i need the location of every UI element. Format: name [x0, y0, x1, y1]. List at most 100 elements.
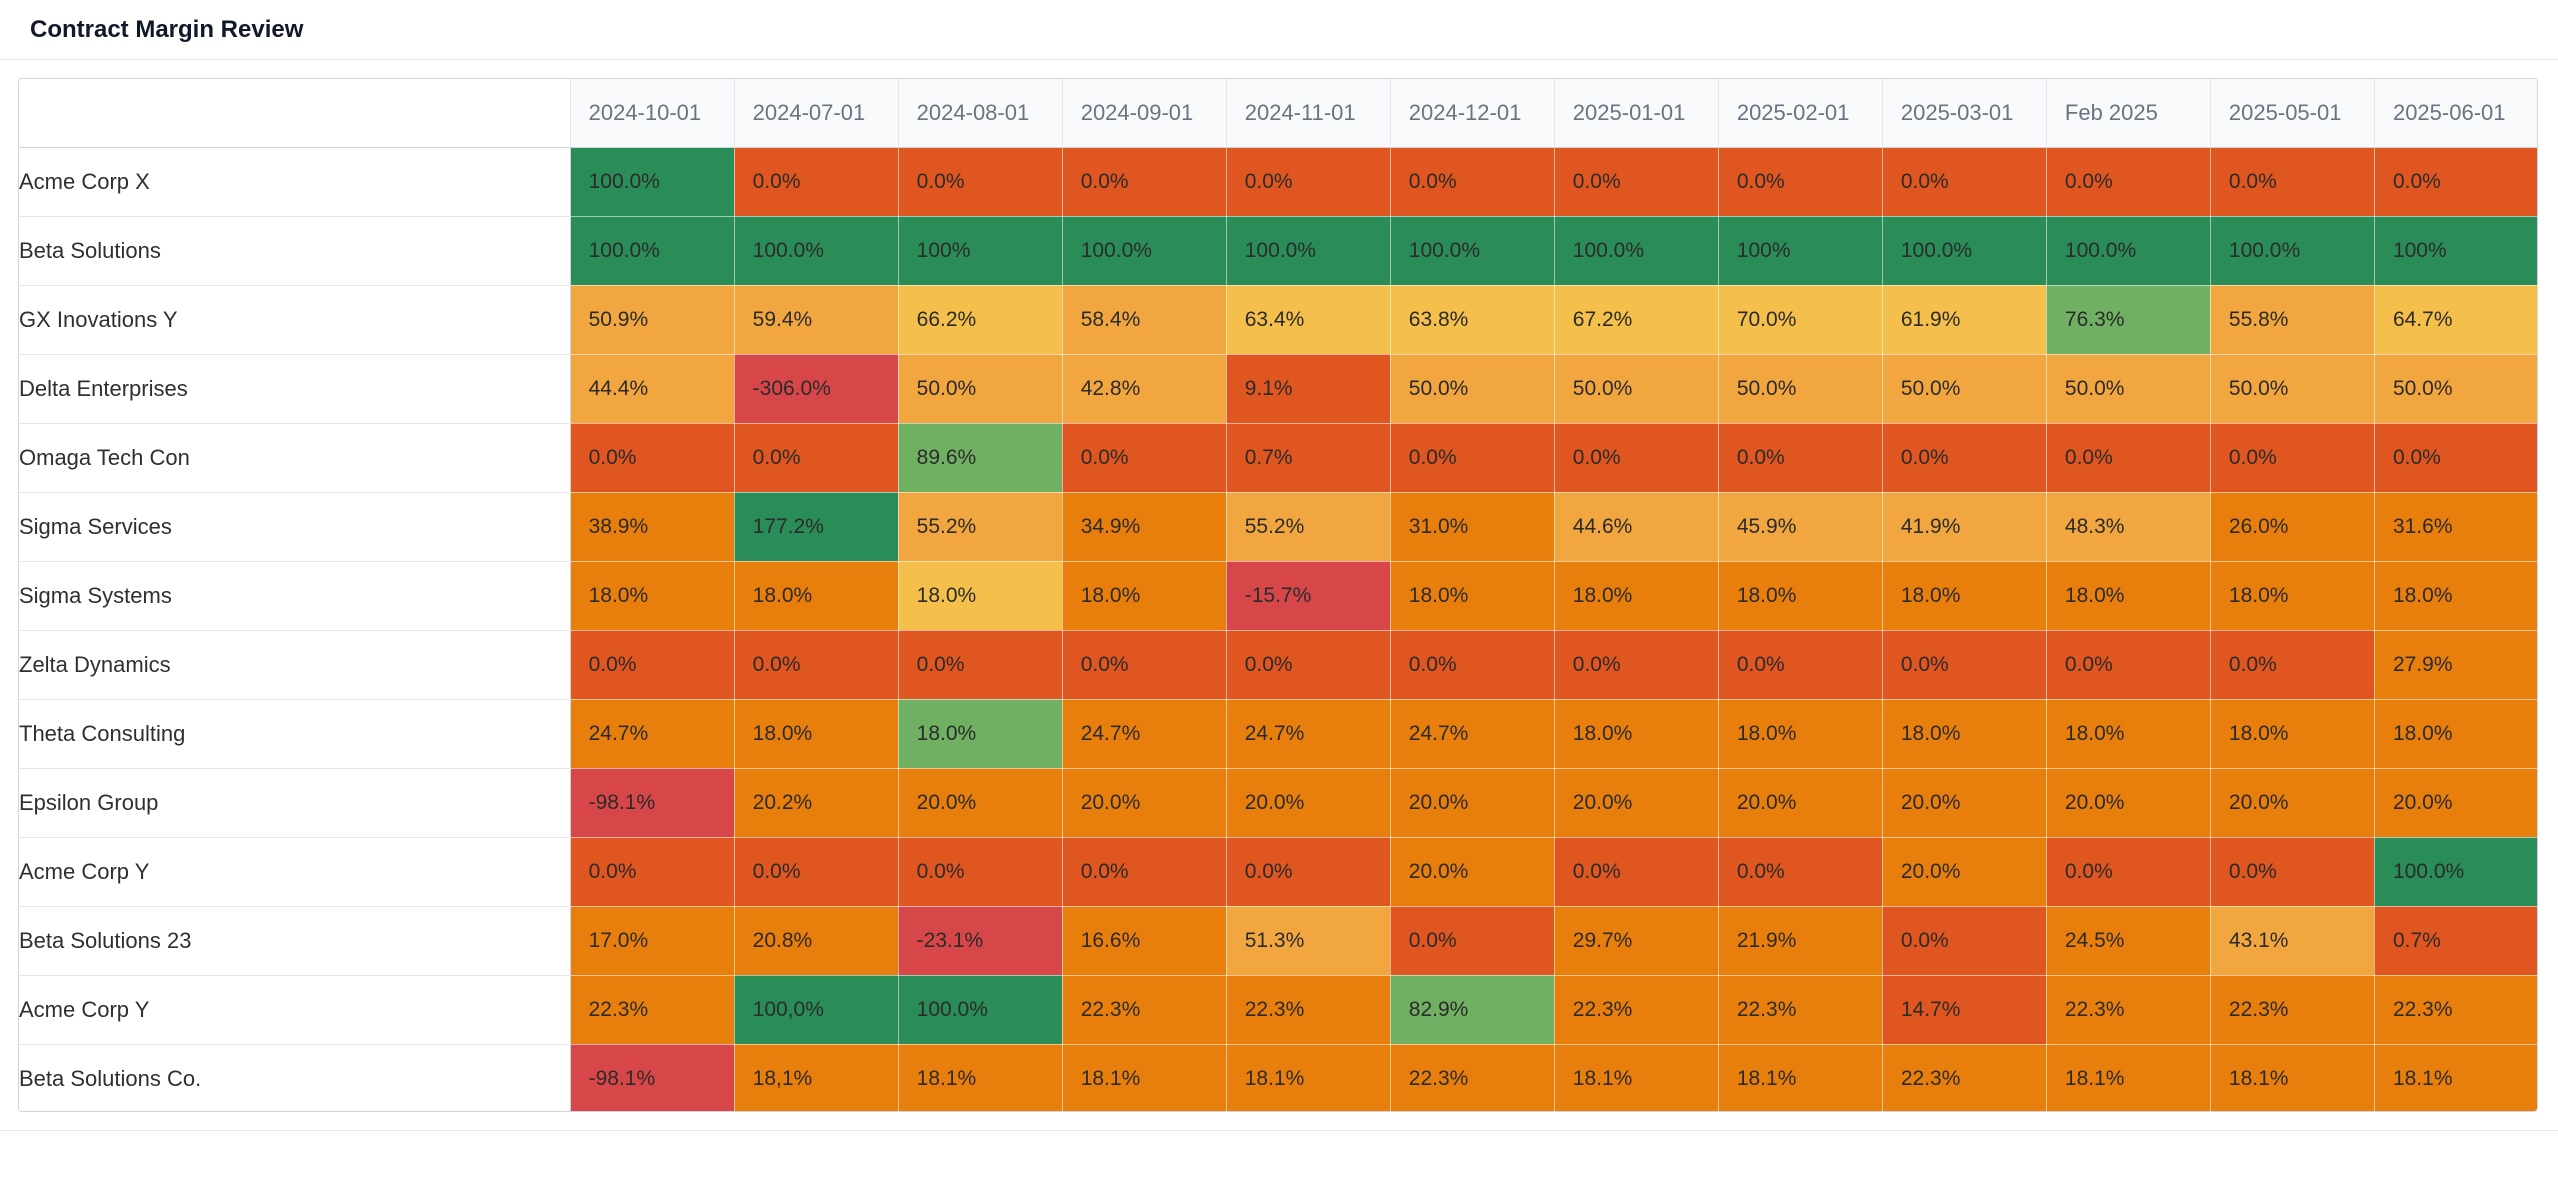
heat-cell[interactable]: 0.0% [734, 837, 899, 907]
heat-cell[interactable]: 50.0% [1390, 354, 1555, 424]
heat-cell[interactable]: 0.0% [1390, 423, 1555, 493]
heat-cell[interactable]: 20.0% [1554, 768, 1719, 838]
heat-cell[interactable]: 0.0% [1390, 906, 1555, 976]
heat-cell[interactable]: 22.3% [1390, 1044, 1555, 1111]
heat-cell[interactable]: 42.8% [1062, 354, 1227, 424]
heat-cell[interactable]: 100% [898, 216, 1063, 286]
heat-cell[interactable]: 18.0% [898, 699, 1063, 769]
heat-cell[interactable]: 20.0% [2210, 768, 2375, 838]
heat-cell[interactable]: 0.0% [570, 423, 735, 493]
heat-cell[interactable]: 0.0% [1718, 423, 1883, 493]
heat-cell[interactable]: 0.0% [734, 423, 899, 493]
heat-cell[interactable]: 0.0% [898, 147, 1063, 217]
heat-cell[interactable]: 0.0% [2210, 423, 2375, 493]
heat-cell[interactable]: 50.0% [2210, 354, 2375, 424]
heat-cell[interactable]: 100% [2374, 216, 2537, 286]
heat-cell[interactable]: -15.7% [1226, 561, 1391, 631]
heat-cell[interactable]: 50.9% [570, 285, 735, 355]
heat-cell[interactable]: 18.0% [1882, 561, 2047, 631]
heat-cell[interactable]: 22.3% [2046, 975, 2211, 1045]
heat-cell[interactable]: 20.0% [1226, 768, 1391, 838]
heat-cell[interactable]: 50.0% [898, 354, 1063, 424]
heat-cell[interactable]: 21.9% [1718, 906, 1883, 976]
column-header[interactable]: 2024-10-01 [570, 79, 735, 148]
heat-cell[interactable]: 18.1% [1226, 1044, 1391, 1111]
column-header[interactable]: 2025-02-01 [1718, 79, 1883, 148]
heat-cell[interactable]: 0.0% [570, 837, 735, 907]
heat-cell[interactable]: 18.1% [898, 1044, 1063, 1111]
heat-cell[interactable]: 100.0% [570, 147, 735, 217]
heat-cell[interactable]: 0.0% [1226, 147, 1391, 217]
heat-cell[interactable]: 31.0% [1390, 492, 1555, 562]
heat-cell[interactable]: 0.0% [1062, 147, 1227, 217]
heat-cell[interactable]: 67.2% [1554, 285, 1719, 355]
heat-cell[interactable]: 100.0% [1062, 216, 1227, 286]
heat-cell[interactable]: 61.9% [1882, 285, 2047, 355]
heat-cell[interactable]: -98.1% [570, 768, 735, 838]
heat-cell[interactable]: 26.0% [2210, 492, 2375, 562]
heat-cell[interactable]: 22.3% [1554, 975, 1719, 1045]
heat-cell[interactable]: 66.2% [898, 285, 1063, 355]
heat-cell[interactable]: 0.0% [1718, 837, 1883, 907]
heat-cell[interactable]: 16.6% [1062, 906, 1227, 976]
heat-cell[interactable]: 0.0% [2046, 837, 2211, 907]
heat-cell[interactable]: 0.0% [734, 630, 899, 700]
heat-cell[interactable]: 0.0% [1390, 630, 1555, 700]
heat-cell[interactable]: 18.0% [734, 699, 899, 769]
heat-cell[interactable]: 24.5% [2046, 906, 2211, 976]
heat-cell[interactable]: 34.9% [1062, 492, 1227, 562]
heat-cell[interactable]: 38.9% [570, 492, 735, 562]
heat-cell[interactable]: 0.0% [2210, 837, 2375, 907]
heat-cell[interactable]: 18.0% [1554, 699, 1719, 769]
heat-cell[interactable]: 22.3% [570, 975, 735, 1045]
heat-cell[interactable]: 0.7% [2374, 906, 2537, 976]
heat-cell[interactable]: 0.0% [1062, 423, 1227, 493]
heat-cell[interactable]: 0.0% [734, 147, 899, 217]
heat-cell[interactable]: 100.0% [1554, 216, 1719, 286]
heat-cell[interactable]: 0.0% [2046, 630, 2211, 700]
heat-cell[interactable]: 43.1% [2210, 906, 2375, 976]
heat-cell[interactable]: 20.0% [2374, 768, 2537, 838]
heat-cell[interactable]: 82.9% [1390, 975, 1555, 1045]
heat-cell[interactable]: 20.0% [1390, 768, 1555, 838]
heat-cell[interactable]: 0.0% [1554, 147, 1719, 217]
heat-cell[interactable]: 24.7% [570, 699, 735, 769]
heat-cell[interactable]: 100.0% [1882, 216, 2047, 286]
column-header[interactable]: 2025-03-01 [1882, 79, 2047, 148]
heat-cell[interactable]: 48.3% [2046, 492, 2211, 562]
heat-cell[interactable]: 0.0% [1882, 423, 2047, 493]
heat-cell[interactable]: 14.7% [1882, 975, 2047, 1045]
heat-cell[interactable]: 18.0% [898, 561, 1063, 631]
heat-cell[interactable]: 70.0% [1718, 285, 1883, 355]
heat-cell[interactable]: 55.8% [2210, 285, 2375, 355]
heat-cell[interactable]: 22.3% [1062, 975, 1227, 1045]
heat-cell[interactable]: 0.0% [1226, 630, 1391, 700]
heat-cell[interactable]: 20.0% [1390, 837, 1555, 907]
heat-cell[interactable]: 0.0% [1390, 147, 1555, 217]
heat-cell[interactable]: 17.0% [570, 906, 735, 976]
heat-cell[interactable]: 0.0% [1062, 630, 1227, 700]
heat-cell[interactable]: 0.0% [898, 837, 1063, 907]
heat-cell[interactable]: -23.1% [898, 906, 1063, 976]
heat-cell[interactable]: 22.3% [1718, 975, 1883, 1045]
heat-cell[interactable]: 20.0% [1062, 768, 1227, 838]
heat-cell[interactable]: 18.0% [1882, 699, 2047, 769]
heat-cell[interactable]: 20.8% [734, 906, 899, 976]
heat-cell[interactable]: 18.1% [1718, 1044, 1883, 1111]
heat-cell[interactable]: 100.0% [1226, 216, 1391, 286]
column-header[interactable]: 2024-12-01 [1390, 79, 1555, 148]
heat-cell[interactable]: 18.0% [2374, 561, 2537, 631]
heat-cell[interactable]: 58.4% [1062, 285, 1227, 355]
heat-cell[interactable]: 18.1% [1554, 1044, 1719, 1111]
heat-cell[interactable]: 100.0% [734, 216, 899, 286]
heat-cell[interactable]: 31.6% [2374, 492, 2537, 562]
heat-cell[interactable]: 29.7% [1554, 906, 1719, 976]
heat-cell[interactable]: 20.2% [734, 768, 899, 838]
heat-cell[interactable]: 20.0% [1882, 837, 2047, 907]
heat-cell[interactable]: 18.0% [2046, 699, 2211, 769]
heat-cell[interactable]: 55.2% [898, 492, 1063, 562]
heat-cell[interactable]: 0.7% [1226, 423, 1391, 493]
heat-cell[interactable]: 50.0% [2046, 354, 2211, 424]
heat-cell[interactable]: 55.2% [1226, 492, 1391, 562]
heat-cell[interactable]: 0.0% [1882, 630, 2047, 700]
